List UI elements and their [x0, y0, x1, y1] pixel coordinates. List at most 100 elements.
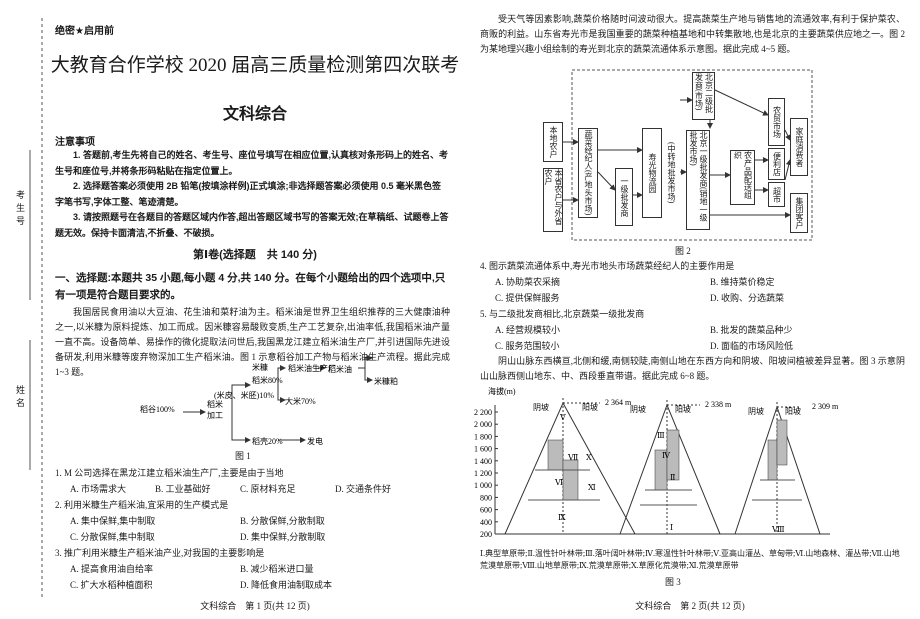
figure-legend: Ⅰ.典型草原带;Ⅱ.温性针叶林带;Ⅲ.落叶阔叶林带;Ⅳ.寒温性针叶林带;Ⅴ.亚高… — [480, 549, 900, 570]
diagram-box: 蔬菜经纪人(产地头市场) — [578, 128, 598, 218]
y-tick-label: 800 — [480, 493, 492, 502]
slope-label: 阴坡 — [533, 402, 549, 412]
footer: 文科综合 第 2 页(共 12 页) — [635, 601, 745, 611]
peak-label: 2 309 m — [812, 402, 839, 411]
peak-label: 2 338 m — [705, 400, 732, 409]
subject-title: 文科综合 — [222, 106, 287, 123]
y-tick-label: 400 — [480, 518, 492, 527]
zone-label: Ⅺ — [588, 483, 596, 492]
diagram-box: 超市 — [768, 182, 785, 207]
diagram-label: 大米70% — [285, 396, 316, 406]
diagram-box: 一级批发商 — [615, 168, 633, 226]
diagram-label: 稻壳20% — [252, 436, 283, 446]
diagram-box: 本省农户与外省农户 — [543, 168, 563, 232]
y-tick-label: 1 200 — [474, 469, 492, 478]
zone-label: Ⅷ — [771, 525, 785, 534]
y-tick-label: 200 — [480, 530, 492, 539]
slope-label: 阴坡 — [630, 404, 646, 414]
figure1-arrows — [183, 355, 373, 443]
question-option: C. 服务范围较小 — [495, 341, 560, 351]
question-option: C. 提供保鲜服务 — [495, 293, 560, 303]
diagram-box: 北京一级批发商(销地一级批发市场) — [686, 130, 710, 230]
diagram-box: 家庭消费者 — [790, 118, 808, 176]
y-tick-label: 1 000 — [474, 481, 492, 490]
diagram-box: 集团客户 — [790, 193, 808, 233]
question-stem: 2. 利用米糠生产稻米油,宜采用的生产模式是 — [55, 500, 229, 510]
diagram-box: 农贸市场 — [768, 98, 785, 146]
zone-label: Ⅲ — [657, 431, 665, 440]
zone-lines — [528, 469, 802, 506]
question-option: A. 集中保鲜,集中制取 — [70, 516, 156, 526]
slope-label: 阳坡 — [675, 404, 691, 414]
exam-title: 大教育合作学校 2020 届高三质量检测第四次联考 — [50, 55, 460, 76]
zone-label: Ⅳ — [662, 451, 671, 460]
axis-label: 海拔(m) — [488, 386, 516, 396]
question-option: D. 收购、分选蔬菜 — [710, 293, 784, 303]
zone-label: Ⅹ — [586, 453, 592, 462]
y-tick-label: 1 800 — [474, 432, 492, 441]
footer: 文科综合 第 1 页(共 12 页) — [200, 601, 310, 611]
question-option: A. 经营规模较小 — [495, 325, 560, 335]
question-option: D. 交通条件好 — [335, 484, 391, 494]
diagram-label: 稻米 — [207, 399, 223, 409]
figure-caption: 图 3 — [665, 577, 681, 587]
question-option: B. 分散保鲜,分散制取 — [240, 516, 325, 526]
question-option: C. 扩大水稻种植面积 — [70, 580, 153, 590]
question-option: A. 提高食用油自给率 — [70, 564, 153, 574]
notice-item: 1. 答题前,考生先将自己的姓名、考生号、座位号填写在相应位置,认真核对条形码上… — [55, 150, 449, 176]
figure1: 稻谷100% 稻米80% 米糠 (米皮、米胚)10% 稻米油生产厂稻米油米糠粕大米70%… — [140, 362, 398, 446]
zone-label: Ⅱ — [670, 473, 675, 482]
slope-label: 阳坡 — [785, 406, 801, 416]
diagram-label: 发电 — [307, 436, 323, 446]
zone-label: Ⅸ — [558, 513, 566, 522]
part-heading: 一、选择题:本题共 35 小题,每小题 4 分,共 140 分。在每个小题给出的… — [55, 272, 446, 301]
diagram-box: 北京二级批发商(市场) — [692, 72, 715, 120]
diagram-label: 稻谷100% — [140, 404, 175, 414]
slope-label: 阴坡 — [748, 406, 764, 416]
y-tick-label: 1 600 — [474, 445, 492, 454]
question-option: D. 降低食用油制取成本 — [240, 580, 333, 590]
margin-label: 姓名 — [15, 385, 25, 411]
diagram-box: 寿光物流园 — [642, 128, 662, 218]
passage: 阴山山脉东西横亘,北侧和缓,南侧较陡,南侧山地在东西方向和阴坡、阳坡间植被差异显… — [480, 356, 905, 381]
notices: 1. 答题前,考生先将自己的姓名、考生号、座位号填写在相应位置,认真核对条形码上… — [55, 148, 450, 241]
question-option: D. 面临的市场风险低 — [710, 341, 793, 351]
figure-caption: 图 2 — [675, 246, 691, 256]
figure3: 海拔(m) 2 200 2 000 1 800 1 600 1 400 1 200 1 000… — [474, 386, 839, 539]
diagram-label: 米糠 — [252, 362, 268, 372]
question-option: D. 集中保鲜,分散制取 — [240, 532, 326, 542]
y-tick-label: 2 200 — [474, 408, 492, 417]
diagram-box: 本地农户 — [543, 122, 563, 162]
diagram-label: 稻米油 — [328, 364, 352, 374]
diagram-label: 稻米80% — [252, 375, 283, 385]
question-option: C. 分散保鲜,集中制取 — [70, 532, 155, 542]
diagram-box: 农产品配送组织 — [730, 150, 755, 205]
diagram-label: 加工 — [207, 410, 223, 420]
question-option: C. 原材料充足 — [240, 484, 296, 494]
passage: 我国居民食用油以大豆油、花生油和菜籽油为主。稻米油是世界卫生组织推荐的三大健康油… — [55, 307, 450, 377]
peak-label: 2 364 m — [605, 398, 632, 407]
zone-label: Ⅵ — [554, 478, 563, 487]
section-title: 第Ⅰ卷(选择题 共 140 分) — [193, 249, 317, 261]
slope-label: 阳坡 — [582, 402, 598, 412]
question-option: B. 维持菜价稳定 — [710, 277, 775, 287]
diagram-label: 稻米油生产厂 — [288, 363, 336, 373]
zone-label: Ⅰ — [670, 523, 673, 532]
diagram-box: (中转地批发市场) — [667, 142, 676, 204]
question-option: A. 协助菜农采摘 — [495, 277, 560, 287]
passage: 受天气等因素影响,蔬菜价格随时间波动很大。提高蔬菜生产地与销售地的流通效率,有利… — [480, 14, 905, 54]
secret-mark: 绝密★启用前 — [55, 26, 114, 37]
figure-caption: 图 1 — [235, 451, 251, 461]
question-option: B. 减少稻米进口量 — [240, 564, 314, 574]
question-option: B. 工业基础好 — [155, 484, 211, 494]
diagram-label: (米皮、米胚)10% — [214, 390, 274, 400]
question-stem: 5. 与二级批发商相比,北京蔬菜一级批发商 — [480, 309, 645, 319]
question-option: A. 市场需求大 — [70, 484, 126, 494]
margin-label: 考生号 — [15, 190, 25, 229]
figure2-frame — [571, 69, 813, 241]
y-tick-label: 600 — [480, 506, 492, 515]
notice-item: 3. 请按照题号在各题目的答题区域内作答,超出答题区域书写的答案无效;在草稿纸、… — [55, 212, 449, 238]
diagram-label: 米糠粕 — [374, 376, 398, 386]
